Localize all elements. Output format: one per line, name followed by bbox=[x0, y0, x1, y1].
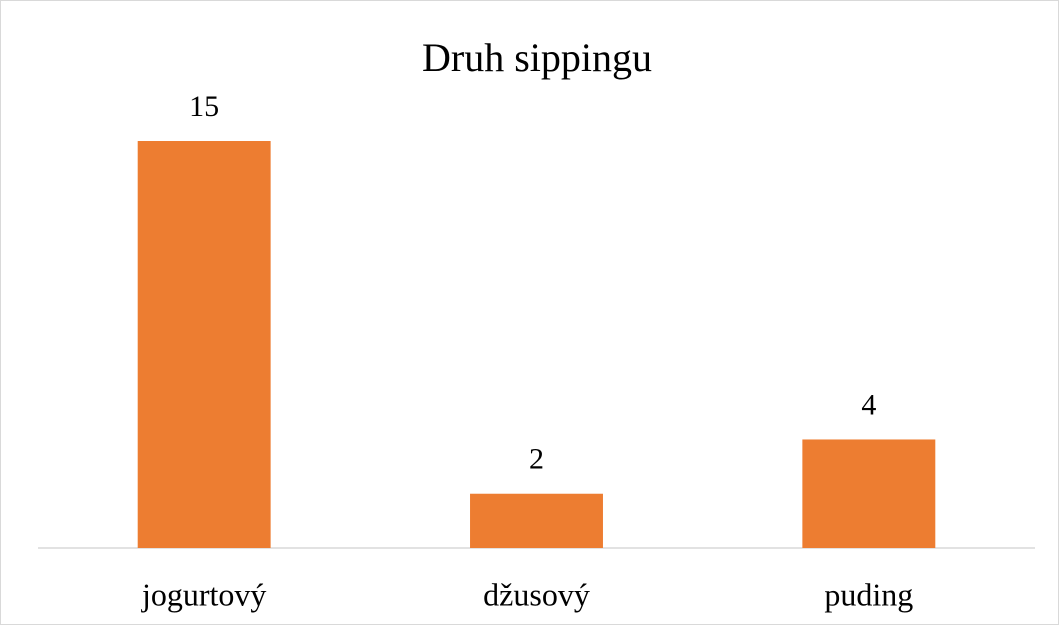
bar bbox=[137, 141, 271, 548]
chart-title: Druh sippingu bbox=[422, 35, 652, 80]
value-label: 2 bbox=[529, 443, 544, 476]
bar bbox=[470, 493, 603, 548]
bar bbox=[802, 439, 936, 548]
x-tick-label: puding bbox=[824, 576, 913, 612]
x-tick-label: džusový bbox=[483, 576, 590, 612]
value-label: 4 bbox=[861, 388, 876, 421]
x-tick-label: jogurtový bbox=[141, 576, 266, 612]
value-label: 15 bbox=[189, 90, 219, 123]
